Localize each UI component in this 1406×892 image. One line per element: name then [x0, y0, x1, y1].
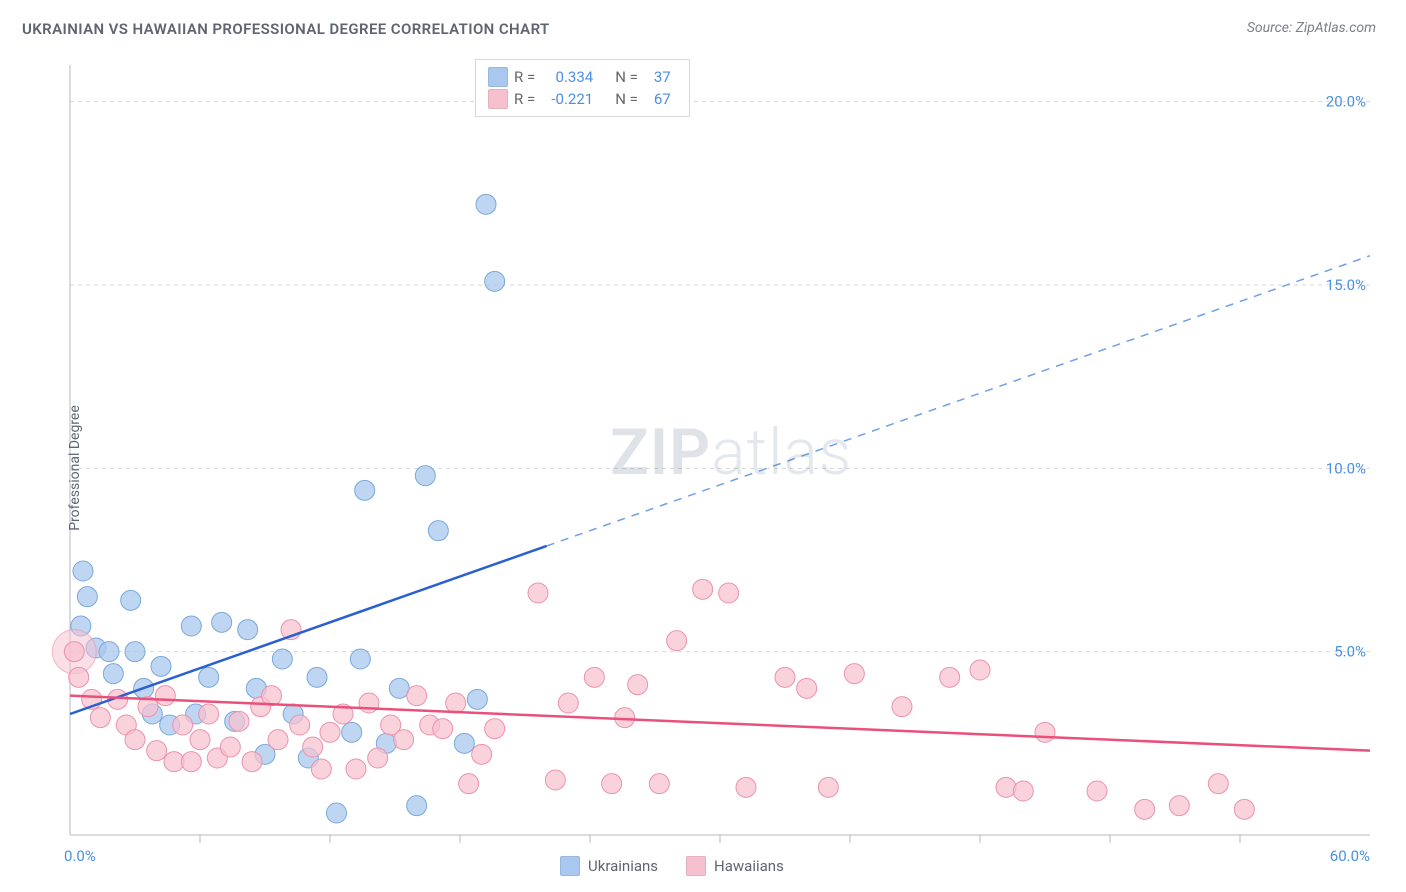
source-label: Source: ZipAtlas.com: [1247, 20, 1376, 36]
correlation-legend: R = 0.334 N = 37 R = -0.221 N = 67: [475, 59, 690, 117]
svg-text:15.0%: 15.0%: [1326, 276, 1366, 294]
swatch-icon: [488, 67, 508, 87]
y-axis-label: Professional Degree: [67, 405, 83, 531]
svg-text:10.0%: 10.0%: [1326, 459, 1366, 477]
swatch-icon: [488, 89, 508, 109]
svg-text:60.0%: 60.0%: [1330, 847, 1370, 865]
swatch-icon: [686, 856, 706, 876]
scatter-chart: 5.0% 10.0% 15.0% 20.0% 0.0% 60.0%: [20, 55, 1380, 880]
legend-item-hawaiians: Hawaiians: [686, 856, 784, 876]
svg-text:5.0%: 5.0%: [1334, 643, 1366, 661]
svg-text:0.0%: 0.0%: [64, 847, 96, 865]
legend-row-hawaiians: R = -0.221 N = 67: [488, 88, 671, 110]
swatch-icon: [560, 856, 580, 876]
svg-text:20.0%: 20.0%: [1326, 93, 1366, 111]
chart-title: UKRAINIAN VS HAWAIIAN PROFESSIONAL DEGRE…: [22, 20, 550, 38]
legend-item-ukrainians: Ukrainians: [560, 856, 658, 876]
chart-area: Professional Degree 5.0% 10.0% 15.0% 20.0% 0…: [20, 55, 1380, 880]
series-legend: Ukrainians Hawaiians: [560, 856, 784, 876]
legend-row-ukrainians: R = 0.334 N = 37: [488, 66, 671, 88]
